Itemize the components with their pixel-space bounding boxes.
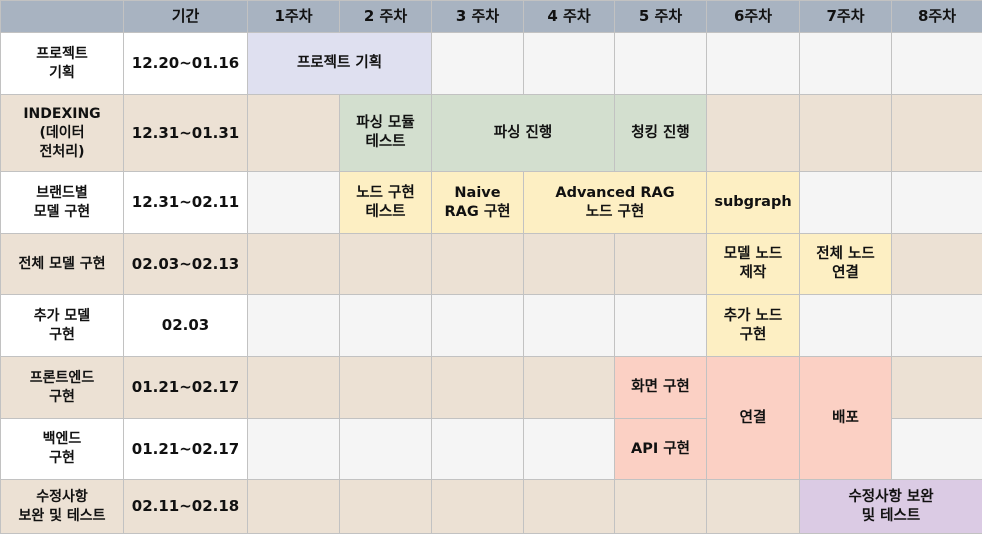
empty-cell [891,356,982,419]
bar-advanced-rag: Advanced RAG 노드 구현 [523,171,707,234]
empty-cell [706,94,800,172]
empty-cell [891,32,982,95]
task-name: 프로젝트 기획 [0,32,124,95]
empty-cell [799,32,892,95]
header-row: 기간 1주차 2 주차 3 주차 4 주차 5 주차 6주차 7주차 8주차 [0,0,982,33]
task-name: INDEXING (데이터 전처리) [0,94,124,172]
header-week-5: 5 주차 [614,0,707,33]
table-row: 프로젝트 기획 12.20~01.16 프로젝트 기획 [0,32,982,95]
bar-parsing-module: 파싱 모듈 테스트 [339,94,432,172]
task-period: 02.03~02.13 [123,233,248,295]
empty-cell [891,94,982,172]
bar-extra-node: 추가 노드 구현 [706,294,800,357]
bar-planning: 프로젝트 기획 [247,32,432,95]
empty-cell [614,233,707,295]
bar-naive-rag: Naive RAG 구현 [431,171,524,234]
task-period: 12.31~02.11 [123,171,248,234]
empty-cell [339,294,432,357]
table-row: INDEXING (데이터 전처리) 12.31~01.31 파싱 모듈 테스트 파싱… [0,94,982,172]
empty-cell [339,479,432,534]
header-week-7: 7주차 [799,0,892,33]
empty-cell [523,233,615,295]
table-row: 브랜드별 모델 구현 12.31~02.11 노드 구현 테스트 Naive RAG … [0,171,982,234]
empty-cell [247,94,340,172]
empty-cell [431,418,524,480]
empty-cell [614,479,707,534]
empty-cell [339,418,432,480]
empty-cell [247,356,340,419]
table-row: 백엔드 구현 01.21~02.17 API 구현 [0,418,982,480]
bar-model-node: 모델 노드 제작 [706,233,800,295]
bar-api: API 구현 [614,418,707,480]
bar-chunking: 청킹 진행 [614,94,707,172]
table-row: 추가 모델 구현 02.03 추가 노드 구현 [0,294,982,357]
task-name: 전체 모델 구현 [0,233,124,295]
empty-cell [523,356,615,419]
task-name: 추가 모델 구현 [0,294,124,357]
empty-cell [614,32,707,95]
empty-cell [523,418,615,480]
bar-full-node: 전체 노드 연결 [799,233,892,295]
empty-cell [339,233,432,295]
empty-cell [431,294,524,357]
task-period: 12.31~01.31 [123,94,248,172]
empty-cell [431,233,524,295]
empty-cell [523,479,615,534]
empty-cell [247,233,340,295]
header-week-4: 4 주차 [523,0,615,33]
header-week-1: 1주차 [247,0,340,33]
empty-cell [247,479,340,534]
task-period: 02.03 [123,294,248,357]
task-period: 02.11~02.18 [123,479,248,534]
header-period: 기간 [123,0,248,33]
empty-cell [523,32,615,95]
empty-cell [247,171,340,234]
table-row: 수정사항 보완 및 테스트 02.11~02.18 수정사항 보완 및 테스트 [0,479,982,534]
bar-node-test: 노드 구현 테스트 [339,171,432,234]
empty-cell [706,479,800,534]
empty-cell [247,418,340,480]
empty-cell [339,356,432,419]
task-period: 01.21~02.17 [123,356,248,419]
empty-cell [247,294,340,357]
task-name: 수정사항 보완 및 테스트 [0,479,124,534]
bar-parsing: 파싱 진행 [431,94,615,172]
empty-cell [614,294,707,357]
empty-cell [523,294,615,357]
header-week-3: 3 주차 [431,0,524,33]
task-name: 브랜드별 모델 구현 [0,171,124,234]
bar-revision: 수정사항 보완 및 테스트 [799,479,982,534]
bar-screen: 화면 구현 [614,356,707,419]
empty-cell [706,32,800,95]
task-period: 12.20~01.16 [123,32,248,95]
header-corner [0,0,124,33]
empty-cell [891,171,982,234]
header-week-2: 2 주차 [339,0,432,33]
header-week-8: 8주차 [891,0,982,33]
empty-cell [431,32,524,95]
task-name: 프론트엔드 구현 [0,356,124,419]
task-name: 백엔드 구현 [0,418,124,480]
empty-cell [431,356,524,419]
empty-cell [799,294,892,357]
bar-subgraph: subgraph [706,171,800,234]
bar-connect: 연결 [706,356,800,480]
table-row: 전체 모델 구현 02.03~02.13 모델 노드 제작 전체 노드 연결 [0,233,982,295]
empty-cell [799,94,892,172]
header-week-6: 6주차 [706,0,800,33]
task-period: 01.21~02.17 [123,418,248,480]
table-row: 프론트엔드 구현 01.21~02.17 화면 구현 연결 배포 [0,356,982,480]
empty-cell [891,233,982,295]
empty-cell [799,171,892,234]
bar-deploy: 배포 [799,356,892,480]
empty-cell [431,479,524,534]
empty-cell [891,294,982,357]
empty-cell [891,418,982,480]
